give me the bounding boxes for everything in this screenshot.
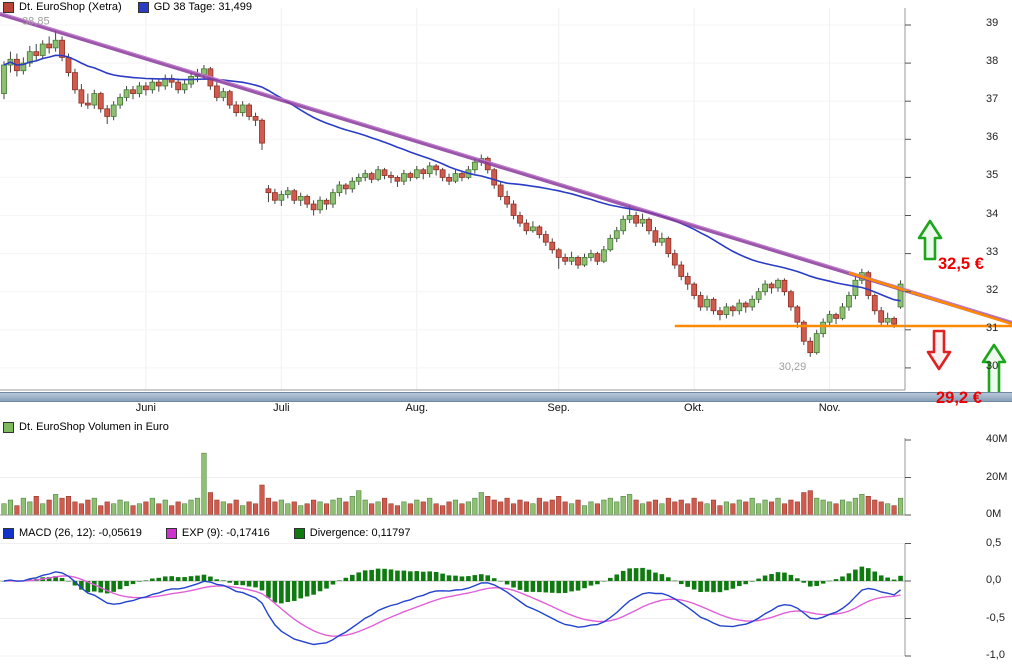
month-tick-label: Juni [135,402,156,414]
exp-color-swatch-icon [165,527,177,539]
time-scrollbar[interactable] [0,392,1012,402]
svg-text:38,85: 38,85 [22,16,50,28]
ma-color-swatch-icon [137,1,149,13]
exp-legend-label: EXP (9): -0,17416 [181,527,270,539]
macd-color-swatch-icon [3,527,14,539]
volume-color-swatch-icon [3,421,14,433]
price-chart-legend: Dt. EuroShop (Xetra) GD 38 Tage: 31,499 [3,1,252,13]
volume-legend-item: Dt. EuroShop Volumen in Euro [3,421,169,433]
macd-legend-item: MACD (26, 12): -0,05619 [3,527,142,539]
series-legend-label: Dt. EuroShop (Xetra) [19,1,122,13]
volume-legend: Dt. EuroShop Volumen in Euro [3,421,169,433]
month-tick-label: Okt. [684,402,705,414]
buy-signal-arrow-icon [917,219,943,261]
divergence-legend-label: Divergence: 0,11797 [309,527,411,539]
svg-text:30,29: 30,29 [779,361,807,373]
series-legend-item: Dt. EuroShop (Xetra) [3,1,122,13]
macd-legend: MACD (26, 12): -0,05619 EXP (9): -0,1741… [3,527,410,539]
macd-legend-label: MACD (26, 12): -0,05619 [19,527,142,539]
buy-signal-arrow-icon [981,343,1007,392]
sell-signal-arrow-icon [926,329,952,371]
month-tick-label: Sep. [547,402,570,414]
exp-legend-item: EXP (9): -0,17416 [165,527,270,539]
breakout-price-alert: 32,5 € [938,255,984,273]
month-tick-label: Aug. [405,402,429,414]
month-tick-label: Juli [273,402,290,414]
divergence-color-swatch-icon [293,527,305,539]
month-tick-label: Nov. [818,402,841,414]
ma-legend-label: GD 38 Tage: 31,499 [153,1,252,13]
volume-bar-chart[interactable] [0,420,1012,520]
macd-chart[interactable] [0,540,1012,670]
series-color-swatch-icon [3,1,14,13]
breakdown-price-alert: 29,2 € [936,389,982,407]
ma-legend-item: GD 38 Tage: 31,499 [137,1,252,13]
volume-legend-label: Dt. EuroShop Volumen in Euro [19,421,169,433]
divergence-legend-item: Divergence: 0,11797 [293,527,411,539]
price-candlestick-chart[interactable]: 38,85 30,29 [0,0,1012,392]
